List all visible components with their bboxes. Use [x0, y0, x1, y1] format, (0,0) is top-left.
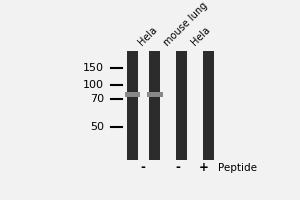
Text: 150: 150 [83, 63, 104, 73]
Text: Hela: Hela [190, 25, 212, 48]
Text: -: - [141, 161, 146, 174]
Text: 100: 100 [83, 80, 104, 90]
Bar [147, 92, 163, 97]
Bar [149, 51, 161, 160]
Bar [125, 92, 140, 97]
Bar [203, 51, 214, 160]
Bar [176, 51, 187, 160]
Text: Peptide: Peptide [218, 163, 257, 173]
Text: +: + [199, 161, 209, 174]
Bar [127, 51, 138, 160]
Text: 70: 70 [90, 94, 104, 104]
Text: mouse lung: mouse lung [162, 0, 209, 48]
Text: Hela: Hela [136, 25, 159, 48]
Text: -: - [176, 161, 181, 174]
Text: 50: 50 [90, 122, 104, 132]
